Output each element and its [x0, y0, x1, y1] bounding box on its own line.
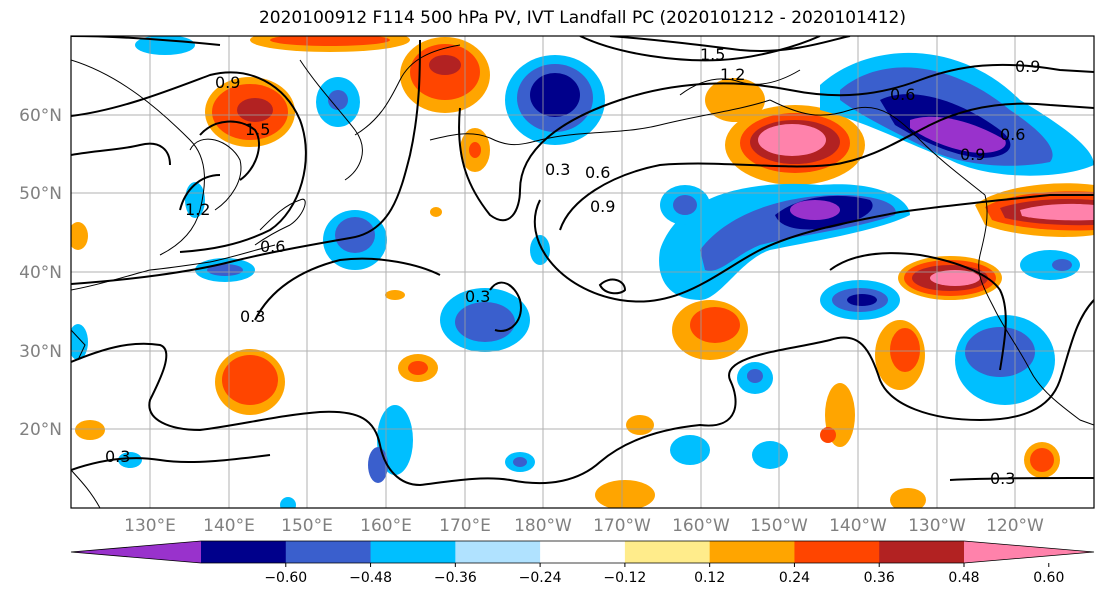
colorbar-cell	[709, 541, 795, 563]
contour-label: 0.9	[215, 73, 240, 92]
lat-label-30n: 30°N	[19, 342, 62, 362]
colorbar-cell	[370, 541, 456, 563]
colorbar-outline	[70, 540, 1095, 564]
coastlines	[71, 44, 1094, 508]
contour-labels: 0.9 1.5 1.2 0.6 0.9 0.9 0.6 0.3 0.6 0.9 …	[105, 45, 1040, 488]
pv-shading	[71, 36, 1094, 508]
lon-label-160w: 160°W	[672, 516, 730, 536]
contour-label: 0.9	[960, 145, 985, 164]
colorbar-cell	[285, 541, 372, 563]
lon-labels: 130°E 140°E 150°E 160°E 170°E 180°W 170°…	[124, 516, 1044, 536]
plot-title: 2020100912 F114 500 hPa PV, IVT Landfall…	[258, 8, 906, 28]
colorbar-tick-label: −0.36	[434, 570, 477, 586]
colorbar-cell	[624, 541, 711, 563]
contour-label: 0.3	[545, 160, 570, 179]
lon-label-160e: 160°E	[360, 516, 412, 536]
lat-label-20n: 20°N	[19, 420, 62, 440]
colorbar-tick-label: −0.60	[264, 570, 307, 586]
lon-label-130w: 130°W	[908, 516, 966, 536]
pv-contours	[71, 36, 1094, 487]
colorbar-extend-max	[964, 541, 1094, 563]
lon-label-180w: 180°W	[514, 516, 572, 536]
colorbar-extend-min	[71, 541, 201, 563]
lon-label-140e: 140°E	[203, 516, 255, 536]
lon-label-120w: 120°W	[986, 516, 1044, 536]
lon-label-150w: 150°W	[750, 516, 808, 536]
contour-label: 0.3	[990, 469, 1015, 488]
contour-label: 0.3	[465, 287, 490, 306]
colorbar-tick-label: −0.12	[603, 570, 646, 586]
colorbar-cell	[794, 541, 880, 563]
colorbar-tick-label: 0.48	[948, 570, 979, 586]
contour-label: 0.9	[590, 197, 615, 216]
lon-label-130e: 130°E	[124, 516, 176, 536]
contour-label: 0.6	[1000, 125, 1025, 144]
colorbar-tick-label: 0.24	[779, 570, 810, 586]
colorbar: −0.60 −0.48 −0.36 −0.24 −0.12 0.12 0.24 0.36 0.4…	[70, 540, 1095, 586]
colorbar-tick-label: −0.24	[519, 570, 562, 586]
lon-label-150e: 150°E	[281, 516, 333, 536]
contour-label: 1.2	[720, 65, 745, 84]
contour-label: 0.6	[585, 163, 610, 182]
lon-label-170w: 170°W	[593, 516, 651, 536]
colorbar-tick-label: −0.48	[349, 570, 392, 586]
contour-label: 1.2	[185, 200, 210, 219]
map-frame	[70, 35, 1095, 509]
lat-label-60n: 60°N	[19, 106, 62, 126]
contour-label: 1.5	[245, 120, 270, 139]
lat-label-40n: 40°N	[19, 263, 62, 283]
colorbar-cell	[455, 541, 541, 563]
lat-label-50n: 50°N	[19, 184, 62, 204]
contour-label: 1.5	[700, 45, 725, 64]
lon-label-170e: 170°E	[439, 516, 491, 536]
contour-label: 0.3	[240, 307, 265, 326]
contour-label: 0.3	[105, 447, 130, 466]
contour-label: 0.6	[890, 85, 915, 104]
contour-label: 0.9	[1015, 57, 1040, 76]
lat-labels: 60°N 50°N 40°N 30°N 20°N	[19, 106, 62, 440]
contour-label: 0.6	[260, 237, 285, 256]
lon-label-140w: 140°W	[829, 516, 887, 536]
colorbar-cell	[540, 541, 626, 563]
colorbar-tick-label: 0.12	[694, 570, 725, 586]
colorbar-cell	[201, 541, 287, 563]
colorbar-cell	[879, 541, 965, 563]
colorbar-tick-label: 0.60	[1033, 570, 1064, 586]
colorbar-tick-label: 0.36	[864, 570, 895, 586]
